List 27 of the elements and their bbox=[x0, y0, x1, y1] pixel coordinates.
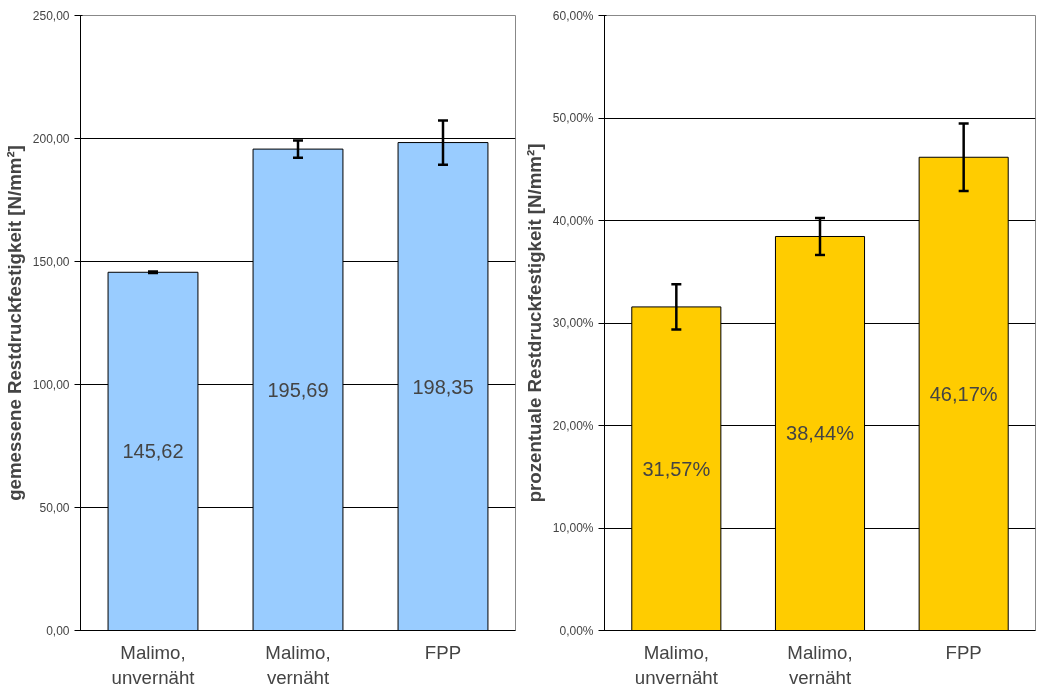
x-tick-label: Malimo, unvernäht bbox=[634, 641, 719, 688]
y-tick-label: 100,00 bbox=[32, 378, 70, 392]
data-label: 198,35 bbox=[412, 375, 474, 398]
y-tick-label: 10,00% bbox=[552, 521, 594, 535]
y-tick-label: 50,00 bbox=[39, 501, 70, 515]
y-tick-label: 20,00% bbox=[552, 418, 594, 433]
y-axis-title: gemessene Restdruckfestigkeit [N/mm²] bbox=[3, 145, 25, 501]
y-tick-label: 50,00% bbox=[552, 111, 594, 125]
x-tick-label: Malimo, vernäht bbox=[265, 641, 331, 688]
y-tick-label: 0,00 bbox=[46, 624, 70, 638]
y-tick-label: 200,00 bbox=[32, 132, 70, 146]
y-tick-label: 40,00% bbox=[552, 213, 594, 228]
data-label: 38,44% bbox=[786, 422, 855, 445]
data-label: 145,62 bbox=[122, 440, 184, 463]
y-axis-title: prozentuale Restdruckfestigkeit [N/mm²] bbox=[523, 143, 545, 503]
data-label: 31,57% bbox=[642, 457, 711, 480]
x-tick-label: FPP bbox=[945, 641, 982, 663]
x-tick-label: Malimo, vernäht bbox=[787, 641, 853, 688]
y-tick-label: 150,00 bbox=[32, 255, 70, 269]
data-label: 195,69 bbox=[267, 378, 329, 401]
x-tick-label: FPP bbox=[424, 641, 462, 663]
y-tick-label: 60,00% bbox=[552, 8, 594, 23]
data-label: 46,17% bbox=[929, 382, 998, 405]
y-tick-label: 30,00% bbox=[552, 316, 594, 330]
y-tick-label: 250,00 bbox=[32, 9, 70, 23]
y-tick-label: 0,00% bbox=[559, 623, 594, 638]
x-tick-label: Malimo, unvernäht bbox=[111, 641, 196, 688]
